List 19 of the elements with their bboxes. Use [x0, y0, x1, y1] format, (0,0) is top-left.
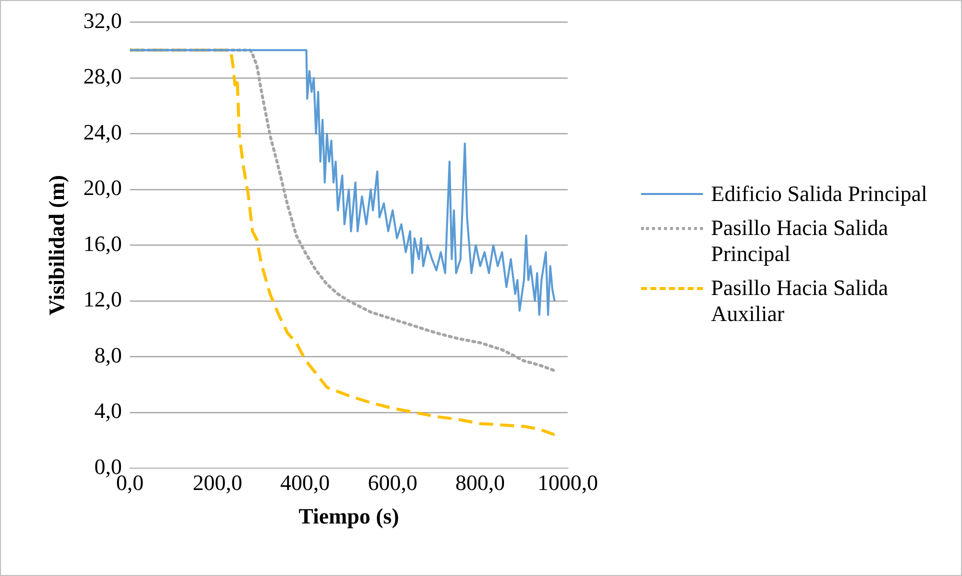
- y-tick-label: 32,0: [83, 8, 122, 33]
- x-tick-label: 200,0: [192, 470, 242, 496]
- y-tick-label: 28,0: [83, 64, 122, 89]
- legend-label: Edificio Salida Principal: [711, 181, 928, 207]
- y-tick-label: 12,0: [83, 286, 122, 312]
- x-tick-label: 600,0: [368, 470, 418, 496]
- x-tick-label: 400,0: [280, 470, 330, 496]
- legend-label: Pasillo Hacia Salida Auxiliar: [711, 275, 890, 327]
- y-tick-label: 8,0: [94, 342, 122, 368]
- x-tick-label: 800,0: [455, 470, 505, 496]
- y-axis-title: Visibilidad (m): [44, 175, 69, 316]
- y-tick-label: 24,0: [83, 119, 122, 144]
- y-tick-label: 16,0: [83, 230, 122, 256]
- x-tick-label: 1000,0: [538, 470, 598, 496]
- y-tick-label: 4,0: [94, 398, 122, 424]
- y-tick-label: 20,0: [83, 175, 122, 200]
- legend-label: Pasillo Hacia Salida Principal: [711, 215, 890, 267]
- line-series: [130, 48, 556, 436]
- x-axis-title: Tiempo (s): [298, 503, 400, 528]
